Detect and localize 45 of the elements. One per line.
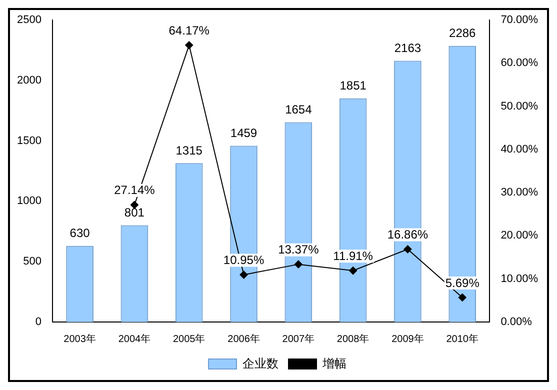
data-label: 2286 <box>449 26 476 40</box>
x-tick-label: 2005年 <box>172 332 206 345</box>
data-label: 1654 <box>285 102 312 117</box>
data-label: 11.91% <box>333 248 374 263</box>
data-label: 1851 <box>340 78 367 93</box>
x-tick-label: 2008年 <box>336 332 370 345</box>
data-label: 64.17% <box>168 23 210 38</box>
y2-tick-label: 30.00% <box>500 186 538 199</box>
y2-tick-label: 10.00% <box>500 272 538 285</box>
x-tick-label: 2007年 <box>282 332 315 345</box>
y-tick-label: 1000 <box>16 195 42 208</box>
y2-tick-label: 0.00% <box>500 316 532 328</box>
data-label: 1459 <box>230 126 258 140</box>
x-tick-label: 2004年 <box>118 332 151 345</box>
point <box>294 260 302 268</box>
y2-tick-label: 40.00% <box>500 143 538 156</box>
point <box>404 245 412 254</box>
point <box>185 41 194 50</box>
x-tick-label: 2009年 <box>392 332 424 345</box>
data-label: 2163 <box>394 41 422 56</box>
data-label: 1315 <box>176 143 203 158</box>
data-label: 10.95% <box>223 253 264 268</box>
legend-label: 增幅 <box>322 356 346 370</box>
data-label: 13.37% <box>278 242 320 257</box>
y-tick-label: 1500 <box>16 134 42 147</box>
data-label: 16.86% <box>387 228 428 242</box>
x-tick-label: 2006年 <box>228 332 260 345</box>
y-tick-label: 500 <box>23 256 42 268</box>
x-tick-label: 2010年 <box>446 332 478 345</box>
y2-tick-label: 50.00% <box>500 100 538 112</box>
y2-tick-label: 60.00% <box>500 57 538 70</box>
y-tick-label: 2000 <box>16 74 42 86</box>
y2-tick-label: 70.00% <box>500 14 538 26</box>
legend-label: 企业数 <box>242 356 278 370</box>
data-label: 5.69% <box>445 276 480 290</box>
y2-tick-label: 20.00% <box>500 230 538 242</box>
point <box>349 266 358 275</box>
y-tick-label: 0 <box>35 316 42 328</box>
data-label: 630 <box>70 226 90 240</box>
point <box>458 293 466 302</box>
x-tick-label: 2003年 <box>64 332 96 345</box>
y-tick-label: 2500 <box>16 14 42 26</box>
point <box>240 270 248 279</box>
data-label: 27.14% <box>114 183 156 198</box>
data-label: 801 <box>124 206 145 220</box>
